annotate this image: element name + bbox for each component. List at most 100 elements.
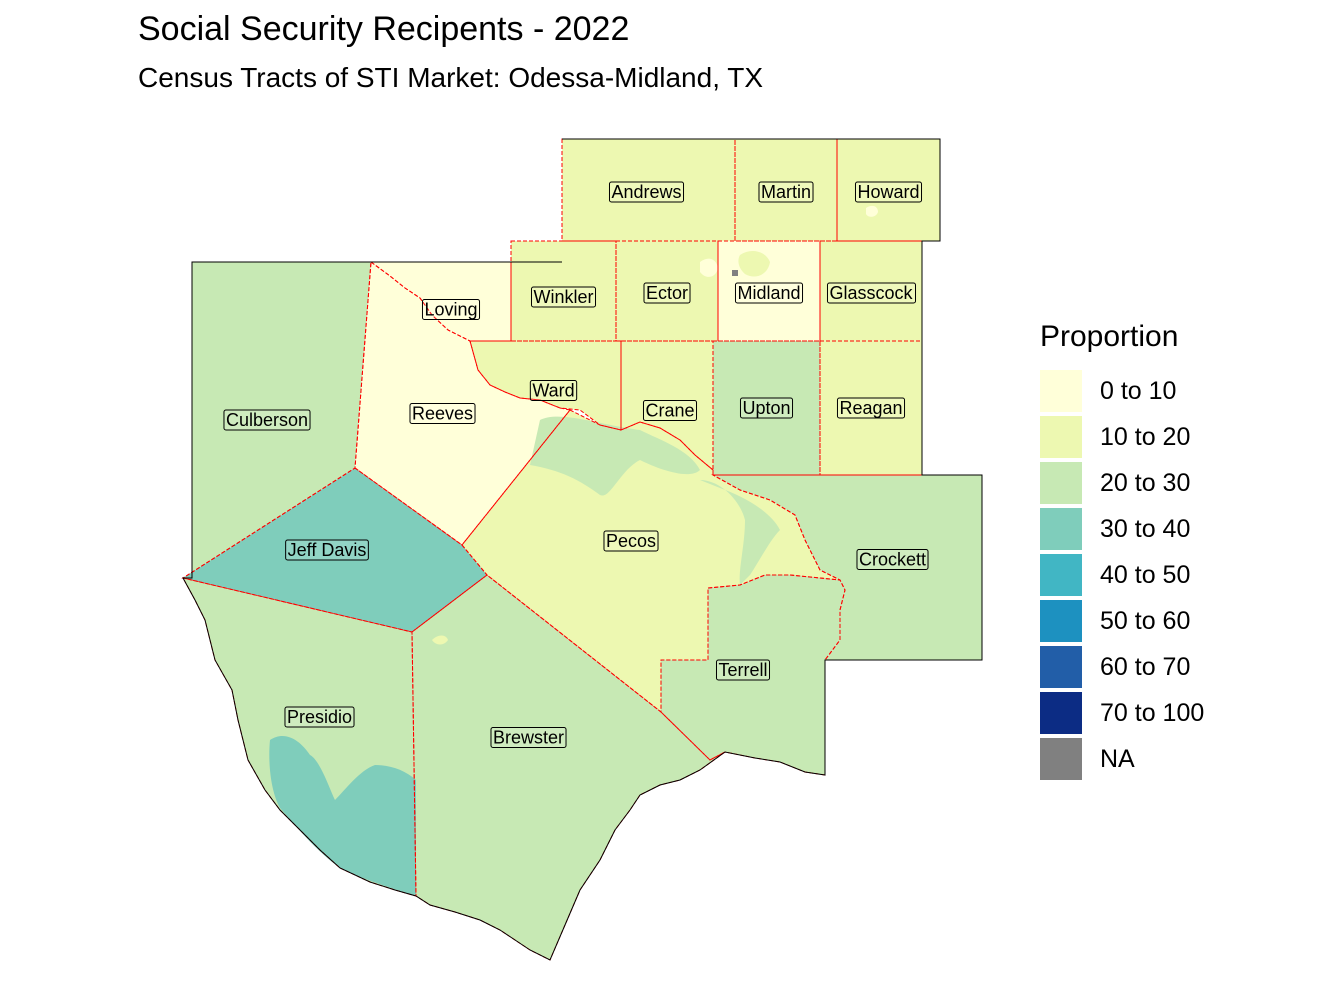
county-label-box (734, 282, 804, 304)
county-label-box (642, 400, 698, 421)
county-label-box (836, 397, 906, 419)
county-label-text: Crane (645, 401, 694, 421)
county-crane (621, 341, 713, 470)
county-label: Ward (529, 380, 578, 401)
county-label-text: Midland (737, 283, 800, 303)
county-reeves-border (354, 261, 571, 546)
county-howard (837, 139, 940, 241)
county-label: Culberson (223, 409, 311, 431)
county-label-text: Reagan (839, 398, 902, 418)
county-label-box (826, 282, 917, 304)
legend-item: 10 to 20 (1040, 414, 1204, 460)
county-glasscock (820, 241, 922, 341)
county-label: Andrews (608, 181, 685, 203)
tract-howard-city (866, 205, 878, 217)
county-jeff-davis (183, 468, 487, 632)
legend-swatch (1040, 508, 1082, 550)
county-label: Pecos (603, 530, 659, 552)
legend-title: Proportion (1040, 320, 1179, 353)
legend-item: 70 to 100 (1040, 690, 1204, 736)
county-label: Glasscock (826, 282, 917, 304)
county-label-text: Upton (742, 398, 790, 418)
county-label-text: Jeff Davis (288, 540, 367, 560)
tract-midland-city (738, 250, 770, 277)
county-label-text: Loving (424, 300, 477, 320)
county-label-text: Terrell (718, 660, 767, 680)
county-jeff-davis-border (181, 467, 488, 633)
legend-label: 40 to 50 (1100, 560, 1191, 589)
county-label-text: Howard (857, 182, 919, 202)
county-ector (616, 241, 718, 341)
county-label: Midland (734, 282, 804, 304)
county-label-box (529, 380, 578, 401)
county-label-box (284, 706, 355, 728)
county-label-box (608, 181, 685, 203)
tract-brewster-spot (432, 635, 448, 645)
legend-swatch (1040, 600, 1082, 642)
legend-item: 20 to 30 (1040, 460, 1204, 506)
legend-swatch (1040, 646, 1082, 688)
county-pecos (462, 410, 840, 712)
county-culberson (183, 262, 371, 578)
county-label: Jeff Davis (285, 539, 369, 561)
county-label-text: Ward (532, 381, 574, 401)
county-label-text: Pecos (606, 531, 656, 551)
county-label: Brewster (490, 727, 567, 748)
map-subtitle: Census Tracts of STI Market: Odessa-Midl… (138, 62, 764, 93)
county-brewster (412, 575, 725, 960)
legend: Proportion 0 to 10 10 to 20 20 to 30 30 to … (1040, 320, 1204, 782)
county-label-box (643, 282, 691, 304)
county-label-text: Andrews (611, 182, 681, 202)
legend-swatch (1040, 416, 1082, 458)
region-outline (182, 138, 983, 961)
county-upton (713, 341, 820, 475)
legend-label: 60 to 70 (1100, 652, 1191, 681)
county-label-text: Brewster (493, 728, 564, 748)
county-label-box (603, 530, 659, 552)
county-label: Howard (854, 181, 923, 203)
county-loving (371, 262, 511, 341)
county-label-box (490, 727, 567, 748)
legend-swatch (1040, 692, 1082, 734)
legend-label: 20 to 30 (1100, 468, 1191, 497)
county-martin (735, 139, 837, 241)
county-label-text: Culberson (226, 410, 308, 430)
tract-pecos-east (700, 480, 780, 585)
county-label-box (409, 403, 476, 424)
county-reagan (820, 341, 922, 475)
county-label: Reagan (836, 397, 906, 419)
county-label-box (530, 286, 597, 308)
legend-item: 0 to 10 (1040, 368, 1204, 414)
legend-item: 40 to 50 (1040, 552, 1204, 598)
county-winkler (511, 241, 616, 341)
county-label: Reeves (409, 403, 476, 424)
legend-swatch (1040, 462, 1082, 504)
legend-swatch (1040, 370, 1082, 412)
county-label: Winkler (530, 286, 597, 308)
county-label: Loving (421, 299, 481, 320)
tract-midland-na (732, 270, 738, 276)
county-label-box (715, 659, 771, 681)
legend-label: 10 to 20 (1100, 422, 1191, 451)
county-label-box (421, 299, 481, 320)
county-label: Upton (739, 397, 794, 419)
legend-item: 50 to 60 (1040, 598, 1204, 644)
legend-item: 30 to 40 (1040, 506, 1204, 552)
legend-label: NA (1100, 744, 1135, 773)
county-label: Martin (758, 181, 814, 203)
county-terrell (661, 575, 845, 775)
county-label-text: Crockett (859, 550, 926, 570)
county-label-text: Reeves (412, 404, 473, 424)
legend-swatch (1040, 738, 1082, 780)
county-label-box (223, 409, 311, 431)
county-label-box (854, 181, 923, 203)
county-label-box (758, 181, 814, 203)
legend-item: 60 to 70 (1040, 644, 1204, 690)
legend-label: 70 to 100 (1100, 698, 1205, 727)
legend-label: 50 to 60 (1100, 606, 1191, 635)
county-label-text: Martin (761, 182, 811, 202)
legend-label: 0 to 10 (1100, 376, 1177, 405)
county-label-box (285, 539, 369, 561)
county-ward (470, 341, 621, 430)
